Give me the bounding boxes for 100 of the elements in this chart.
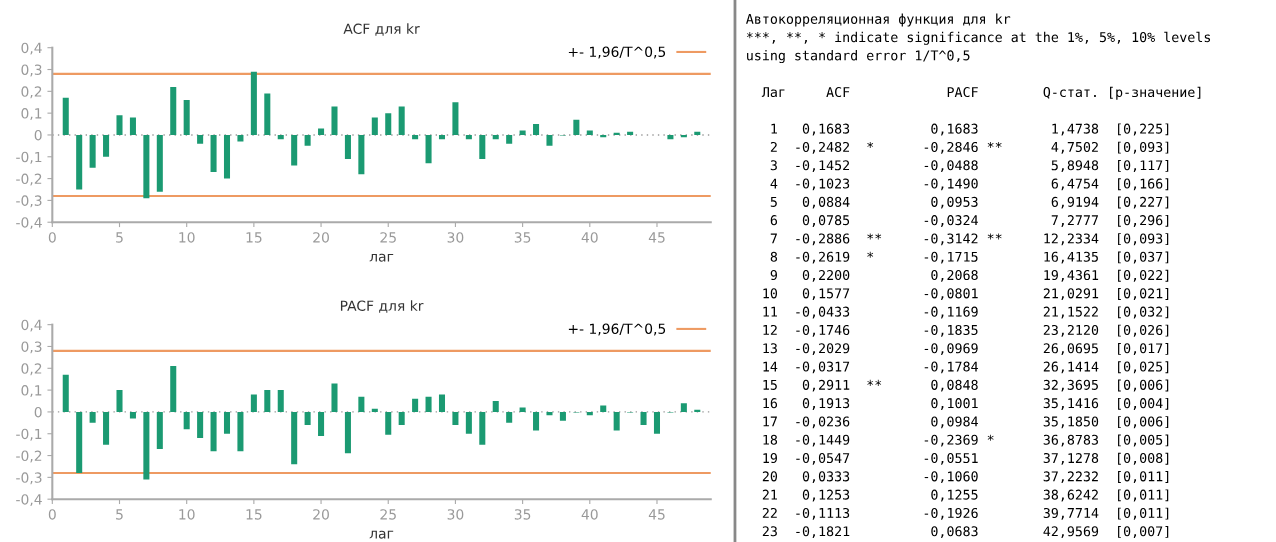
bar bbox=[398, 106, 405, 135]
y-tick-label: -0,2 bbox=[16, 450, 42, 463]
x-tick-label: 40 bbox=[581, 509, 598, 520]
x-tick-label: 0 bbox=[48, 509, 56, 520]
bar bbox=[680, 403, 687, 412]
bar bbox=[371, 117, 378, 135]
text: 12 -0,1746 -0,1835 23,2120 [0,026] bbox=[763, 324, 1169, 337]
y-tick-label: -0,3 bbox=[16, 195, 42, 208]
x-tick-label: 30 bbox=[447, 232, 464, 243]
y-tick-label: 0,1 bbox=[21, 108, 42, 121]
bar bbox=[613, 411, 620, 431]
text: 13 -0,2029 -0,0969 26,0695 [0,017] bbox=[763, 342, 1169, 355]
x-tick-label: 45 bbox=[648, 232, 665, 243]
text: 8 -0,2619 * -0,1715 16,4135 [0,037] bbox=[770, 251, 1169, 264]
bar bbox=[586, 411, 593, 416]
text: 1 0,1683 0,1683 1,4738 [0,225] bbox=[771, 123, 1169, 136]
bar bbox=[250, 71, 257, 135]
bar bbox=[694, 131, 701, 135]
y-tick-label: -0,1 bbox=[16, 151, 42, 164]
text: using standard error 1/T^0,5 bbox=[747, 50, 970, 64]
text: 6 0,0785 -0,0324 7,2777 [0,296] bbox=[770, 214, 1169, 227]
bar bbox=[250, 394, 257, 412]
bar bbox=[533, 124, 540, 135]
bar bbox=[129, 117, 136, 135]
bar bbox=[331, 383, 338, 412]
bar bbox=[358, 134, 365, 175]
bar bbox=[277, 134, 284, 140]
bar bbox=[304, 134, 311, 146]
bar bbox=[492, 401, 499, 412]
bar bbox=[344, 411, 351, 454]
y-tick-label: 0,3 bbox=[21, 64, 42, 77]
bar bbox=[318, 411, 325, 436]
bar bbox=[116, 115, 123, 135]
bar bbox=[210, 411, 217, 452]
bar bbox=[62, 97, 69, 135]
x-tick-label: 15 bbox=[246, 232, 262, 243]
chart-title: PACF для kr bbox=[340, 300, 424, 313]
bar bbox=[291, 411, 298, 465]
text: 3 -0,1452 -0,0488 5,8948 [0,117] bbox=[770, 159, 1169, 172]
bar bbox=[183, 100, 190, 135]
bar bbox=[694, 409, 701, 412]
bar bbox=[425, 396, 432, 412]
bar bbox=[438, 134, 446, 140]
bar bbox=[76, 411, 83, 473]
chart-title: ACF для kr bbox=[343, 23, 420, 36]
bar bbox=[156, 134, 163, 192]
bar bbox=[586, 130, 593, 135]
bar bbox=[640, 411, 647, 426]
bar bbox=[653, 411, 661, 434]
bar bbox=[116, 390, 123, 412]
text: 23 -0,1821 0,0683 42,9569 [0,007] bbox=[762, 525, 1169, 538]
bar bbox=[156, 411, 163, 450]
x-tick-label: 5 bbox=[116, 509, 123, 520]
x-tick-label: 35 bbox=[514, 509, 531, 520]
y-tick-label: 0,3 bbox=[21, 341, 42, 354]
text: 19 -0,0547 -0,0551 37,1278 [0,008] bbox=[763, 452, 1169, 465]
bar bbox=[210, 134, 217, 173]
bar bbox=[318, 128, 325, 135]
legend-label: +- 1,96/T^0,5 bbox=[568, 323, 666, 336]
bar bbox=[452, 411, 459, 426]
bar bbox=[479, 411, 486, 445]
x-tick-label: 10 bbox=[179, 232, 195, 243]
bar bbox=[103, 134, 110, 157]
bar bbox=[358, 396, 365, 412]
bar bbox=[277, 390, 284, 412]
text: 17 -0,0236 0,0984 35,1850 [0,006] bbox=[763, 416, 1169, 429]
bar bbox=[291, 134, 298, 166]
text: 15 0,2911 ** 0,0848 32,3695 [0,006] bbox=[763, 379, 1169, 392]
bar bbox=[506, 411, 513, 423]
bar bbox=[546, 411, 553, 416]
bar bbox=[385, 113, 392, 135]
x-tick-label: 5 bbox=[116, 232, 123, 243]
bar bbox=[237, 134, 244, 142]
bar bbox=[425, 134, 432, 164]
x-tick-label: 15 bbox=[246, 509, 262, 520]
x-tick-label: 20 bbox=[313, 509, 329, 520]
y-tick-label: -0,2 bbox=[16, 173, 42, 186]
y-tick-label: -0,3 bbox=[16, 472, 42, 485]
y-tick-label: 0,4 bbox=[21, 319, 42, 332]
text: 20 0,0333 -0,1060 37,2232 [0,011] bbox=[762, 471, 1169, 484]
bar bbox=[371, 408, 378, 412]
bar bbox=[197, 411, 204, 439]
x-axis-title: лаг bbox=[369, 530, 394, 539]
y-tick-label: 0 bbox=[34, 129, 42, 141]
bar bbox=[197, 134, 204, 144]
bar bbox=[452, 102, 459, 135]
bar bbox=[667, 134, 674, 140]
bar bbox=[506, 134, 513, 144]
bar bbox=[412, 134, 419, 140]
bar bbox=[62, 374, 69, 412]
bar bbox=[170, 86, 177, 135]
bar bbox=[600, 405, 607, 412]
bar bbox=[129, 411, 136, 419]
bar bbox=[89, 411, 96, 423]
bar bbox=[398, 411, 405, 426]
bar bbox=[264, 390, 271, 412]
bar bbox=[412, 398, 419, 412]
text: 21 0,1253 0,1255 38,6242 [0,011] bbox=[762, 489, 1169, 502]
bar bbox=[465, 411, 472, 434]
bar bbox=[533, 411, 540, 431]
